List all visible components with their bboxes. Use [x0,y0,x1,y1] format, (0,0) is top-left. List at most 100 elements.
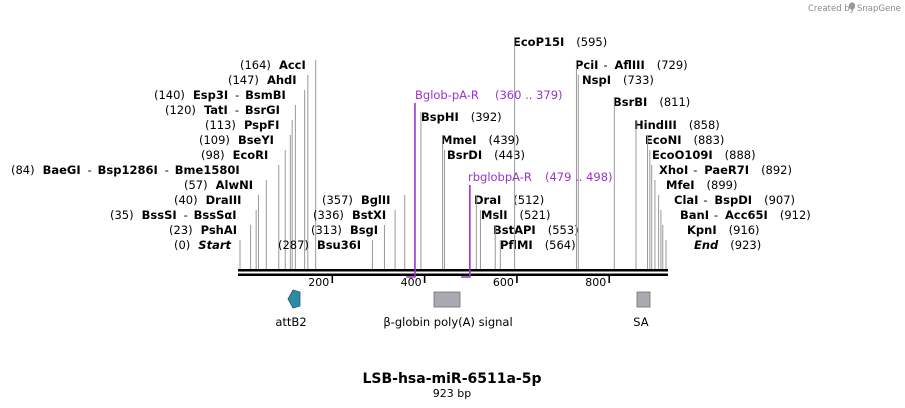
site-position: (287) [278,238,309,252]
site-tati: (120) TatI - BsrGI [165,103,296,269]
site-position: (109) [199,133,230,147]
primer-name: Bglob-pA-R [415,88,479,102]
site-ecoo109i: EcoO109I (888) [649,148,756,269]
primer-range: (360 .. 379) [495,88,563,102]
site-name-alt: AflIII [614,58,644,72]
site-name: BspHI [421,110,459,124]
feature-attb2: attB2 [275,289,307,329]
site-pcii: PciI - AflIII (729) [575,58,688,269]
site-position: (164) [240,58,271,72]
feature-box [636,291,651,308]
site-position: (564) [545,238,576,252]
site-name: HindIII [634,118,677,132]
map-length: 923 bp [433,387,471,400]
site-name: BstXI [352,208,386,222]
site-position: (443) [494,148,525,162]
credit-brand: SnapGene [857,4,901,14]
site-baegi: (84) BaeGI - Bsp1286I - Bme1580I [11,163,280,269]
site-position: (84) [11,163,35,177]
site-bsgi: (313) BsgI [311,223,385,269]
site-name: EcoO109I [652,148,713,162]
site-position: (892) [761,163,792,177]
feature-label: β-globin poly(A) signal [383,315,512,329]
site-name-alt: PaeR7I [704,163,749,177]
site-position: (40) [174,193,198,207]
site-position: (98) [201,148,225,162]
site-mmei: MmeI (439) [441,133,519,269]
site-name: BglII [361,193,391,207]
site-separator: - [603,58,607,72]
site-bsphi: BspHI (392) [420,110,502,269]
site-nspi: NspI (733) [577,73,654,269]
site-position: (899) [707,178,738,192]
site-position: (113) [205,118,236,132]
feature-box [433,291,461,308]
site-clai: ClaI - BspDI (907) [658,193,795,269]
axis-tick-label: 600 [493,276,514,289]
site-name: AlwNI [216,178,253,192]
site-ahdi: (147) AhdI [228,73,309,269]
site-alwni: (57) AlwNI [184,178,267,269]
site-bglii: (357) BglII [322,193,406,269]
site-name: TatI [204,103,228,117]
site-xhoi: XhoI - PaeR7I (892) [651,163,792,269]
site-name: BseYI [238,133,274,147]
site-separator: - [693,163,697,177]
feature-sa: SA [633,291,651,329]
site-name: AhdI [267,73,297,87]
site-name: MmeI [441,133,477,147]
primer-2: rbglobpA-R (479 .. 498) [461,170,613,278]
site-name: BssSI [142,208,177,222]
site-name: BsrBI [613,95,647,109]
primer-arrow [406,103,416,278]
site-position: (916) [729,223,760,237]
feature-beta-globin-polya: β-globin poly(A) signal [383,291,513,329]
site-position: (907) [764,193,795,207]
site-name: DraI [474,193,501,207]
site-mfei: MfeI (899) [654,178,738,269]
site-position: (35) [110,208,134,222]
site-msli: MslI (521) [479,208,550,269]
site-end: End (923) [665,238,761,269]
site-bsrbi: BsrBI (811) [613,95,690,269]
site-name: NspI [582,73,611,87]
site-name: PshAI [201,223,237,237]
site-name-alt: BsrGI [245,103,280,117]
site-position: (733) [623,73,654,87]
site-position: (858) [689,118,720,132]
site-start: (0) Start [174,238,241,269]
site-separator: - [88,163,92,177]
site-esp3i: (140) Esp3I - BsmBI [154,88,306,269]
site-name: Esp3I [193,88,228,102]
site-pspfi: (113) PspFI [205,118,293,269]
features: attB2 β-globin poly(A) signal SA [275,289,651,329]
feature-label: attB2 [275,315,306,329]
site-position: (888) [725,148,756,162]
site-position: (439) [489,133,520,147]
site-position: (357) [322,193,353,207]
site-separator: - [703,193,707,207]
site-bseyi: (109) BseYI [199,133,291,269]
site-name: EcoRI [233,148,269,162]
credit-prefix: Created by [808,4,855,14]
primer-range: (479 .. 498) [545,170,613,184]
site-ecori: (98) EcoRI [201,148,286,269]
axis-tick-label: 800 [585,276,606,289]
site-name-alt: BssSαI [194,208,237,222]
site-name: AccI [279,58,306,72]
feature-arrow-left-icon [287,289,301,309]
backbone-bottom-strand [238,273,668,276]
site-acci: (164) AccI [240,58,317,269]
site-bsssi: (35) BssSI - BssSαI [110,208,257,269]
primer-name: rbglobpA-R [468,170,532,184]
primer-arrow [461,185,471,278]
site-pshai: (23) PshAI [169,223,252,269]
feature-label: SA [633,315,649,329]
site-position: (0) [174,238,190,252]
site-position: (140) [154,88,185,102]
site-position: (923) [730,238,761,252]
site-name-alt: BsmBI [245,88,286,102]
site-name: BanI [680,208,709,222]
site-kpni: KpnI (916) [662,223,760,269]
map-title: LSB-hsa-miR-6511a-5p [362,371,541,387]
